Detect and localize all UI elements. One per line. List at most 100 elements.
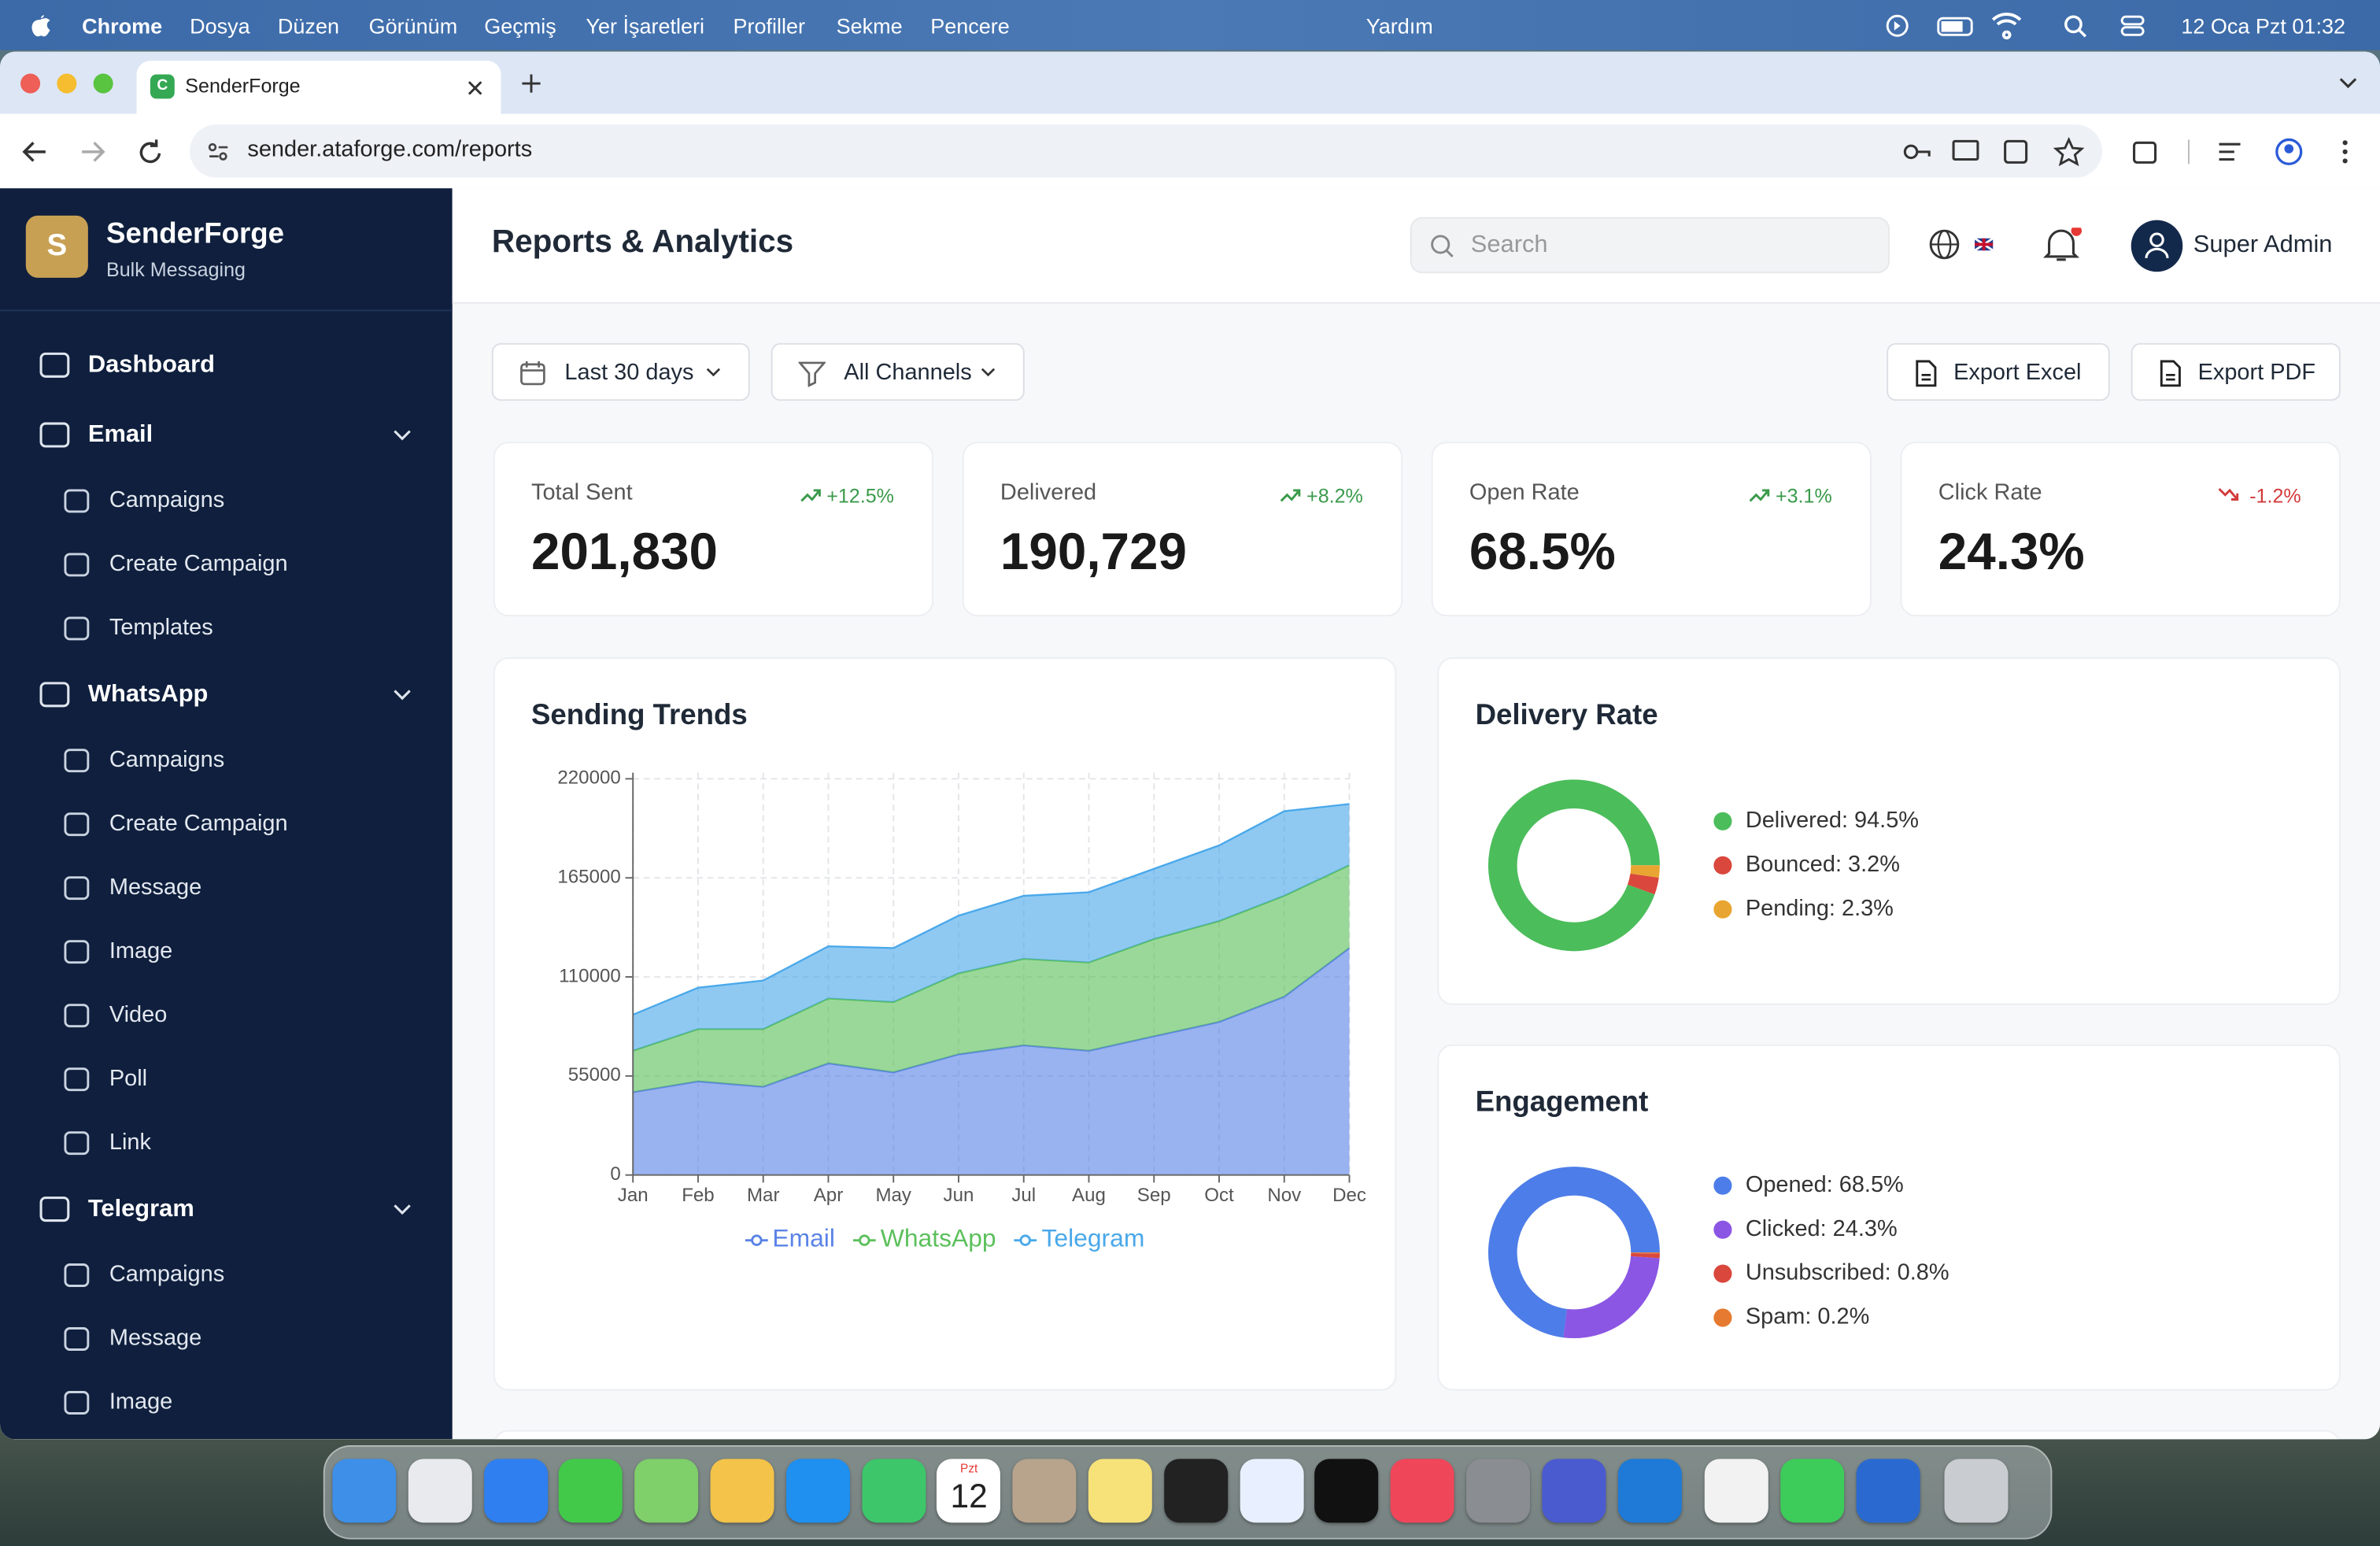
- window-controls[interactable]: [15, 70, 121, 101]
- dock-icon[interactable]: [785, 1459, 850, 1523]
- new-tab[interactable]: [520, 73, 541, 94]
- area: [633, 804, 1350, 1051]
- stat-label: Delivered: [1000, 479, 1097, 506]
- trend-icon: [1280, 489, 1301, 502]
- dock-icon[interactable]: [332, 1459, 397, 1523]
- x-tick-label: Aug: [1072, 1185, 1106, 1206]
- nav-item[interactable]: WhatsApp: [0, 665, 453, 726]
- tab[interactable]: C SenderForge: [136, 61, 501, 114]
- donut-segment: [1488, 779, 1660, 952]
- dock-icon[interactable]: [710, 1459, 774, 1523]
- browser-actions[interactable]: [2131, 137, 2367, 168]
- dock-icon[interactable]: [483, 1459, 548, 1523]
- menu-item[interactable]: Yardım: [1366, 13, 1433, 39]
- legend-item[interactable]: Email: [745, 1225, 835, 1254]
- dock-icon[interactable]: [1542, 1459, 1606, 1523]
- donut-segment: [1630, 864, 1660, 878]
- nav-subitem[interactable]: Campaigns: [0, 471, 453, 531]
- x-tick-label: Feb: [682, 1185, 715, 1206]
- nav-subitem[interactable]: Video: [0, 986, 453, 1046]
- x-tick-label: Mar: [747, 1185, 779, 1206]
- dock-icon[interactable]: [1314, 1459, 1379, 1523]
- apple-menu[interactable]: [28, 10, 52, 38]
- dock-icon[interactable]: [408, 1459, 472, 1523]
- x-tick-label: Dec: [1332, 1185, 1366, 1206]
- dock-icon[interactable]: [861, 1459, 926, 1523]
- dock-icon[interactable]: [1705, 1459, 1769, 1523]
- nav-subitem[interactable]: Campaigns: [0, 730, 453, 791]
- nav-subitem[interactable]: Poll: [0, 1049, 453, 1110]
- tab-title: SenderForge: [185, 74, 301, 98]
- nav-subitem[interactable]: Message: [0, 1308, 453, 1369]
- nav-item[interactable]: Email: [0, 405, 453, 466]
- trend-icon: [800, 489, 821, 502]
- dock-icon[interactable]: Pzt 12: [937, 1459, 1001, 1523]
- date-filter[interactable]: Last 30 days: [491, 342, 750, 401]
- legend-label: Clicked: 24.3%: [1746, 1216, 1898, 1241]
- channel-filter[interactable]: All Channels: [771, 342, 1025, 401]
- export-excel[interactable]: Export Excel: [1887, 342, 2110, 401]
- menu-item[interactable]: Pencere: [930, 13, 1010, 39]
- dock-icon[interactable]: [1163, 1459, 1228, 1523]
- clock[interactable]: 12 Oca Pzt 01:32: [2181, 13, 2346, 39]
- url[interactable]: sender.ataforge.com/reports: [247, 136, 533, 163]
- nav-subitem[interactable]: Create Campaign: [0, 534, 453, 595]
- dock-icon[interactable]: [1012, 1459, 1077, 1523]
- nav-icon: [64, 1131, 90, 1156]
- menu-app[interactable]: Chrome: [82, 13, 163, 39]
- site-info[interactable]: [208, 141, 229, 162]
- dock-icon[interactable]: [1617, 1459, 1682, 1523]
- dock-icon[interactable]: [634, 1459, 699, 1523]
- nav-subitem[interactable]: Link: [0, 1113, 453, 1174]
- address-icons[interactable]: [1901, 136, 2084, 168]
- dock-icon[interactable]: [1239, 1459, 1303, 1523]
- dock-icon[interactable]: [1780, 1459, 1845, 1523]
- legend-item[interactable]: WhatsApp: [853, 1225, 996, 1254]
- menu-item[interactable]: Sekme: [836, 13, 903, 39]
- legend-dot: [1713, 1264, 1732, 1283]
- nav-subitem[interactable]: Templates: [0, 598, 453, 659]
- nav-icon: [64, 1391, 90, 1415]
- dock-icon[interactable]: [1856, 1459, 1920, 1523]
- nav-item[interactable]: Dashboard: [0, 335, 453, 396]
- nav-item[interactable]: Telegram: [0, 1179, 453, 1240]
- avatar[interactable]: [2131, 220, 2183, 272]
- address-bar[interactable]: sender.ataforge.com/reports: [190, 124, 2103, 178]
- menu-item[interactable]: Geçmiş: [484, 13, 556, 39]
- nav-subitem[interactable]: Message: [0, 858, 453, 919]
- header-icons[interactable]: [1927, 227, 2109, 264]
- nav-subitem[interactable]: Image: [0, 1372, 453, 1433]
- legend-dot: [1019, 1233, 1032, 1245]
- menu-item[interactable]: Dosya: [190, 13, 250, 39]
- icon-shape: [64, 616, 90, 641]
- status-icons[interactable]: [1882, 10, 2170, 41]
- legend-label: Bounced: 3.2%: [1746, 852, 1900, 877]
- nav-sublabel: Campaigns: [109, 1261, 225, 1288]
- stat-change: -1.2%: [2249, 484, 2301, 508]
- legend-item[interactable]: Telegram: [1014, 1225, 1144, 1254]
- menu-item[interactable]: Yer İşaretleri: [586, 13, 705, 39]
- menu-item[interactable]: Düzen: [277, 13, 339, 39]
- icon-shape: [64, 1004, 90, 1028]
- nav-buttons[interactable]: [21, 138, 173, 165]
- legend-label: Spam: 0.2%: [1746, 1304, 1869, 1330]
- user-name[interactable]: Super Admin: [2193, 232, 2333, 258]
- dock-icon[interactable]: [1390, 1459, 1454, 1523]
- nav-subitem[interactable]: Image: [0, 922, 453, 982]
- tab-search[interactable]: [2338, 76, 2359, 91]
- dock-icon[interactable]: [1465, 1459, 1530, 1523]
- nav-subitem[interactable]: Create Campaign: [0, 794, 453, 855]
- menu-item[interactable]: Görünüm: [368, 13, 458, 39]
- search-placeholder: Search: [1470, 232, 1548, 258]
- dock-icon[interactable]: [1944, 1459, 2009, 1523]
- dock-icon[interactable]: [559, 1459, 623, 1523]
- dock-icon[interactable]: [1088, 1459, 1152, 1523]
- brand-tagline: Bulk Messaging: [105, 257, 246, 281]
- export-pdf[interactable]: Export PDF: [2131, 342, 2341, 401]
- stat-change: +3.1%: [1775, 484, 1832, 508]
- tab-close[interactable]: [466, 79, 484, 97]
- search-box[interactable]: Search: [1410, 216, 1890, 274]
- menu-item[interactable]: Profiller: [733, 13, 806, 39]
- nav-subitem[interactable]: Campaigns: [0, 1245, 453, 1305]
